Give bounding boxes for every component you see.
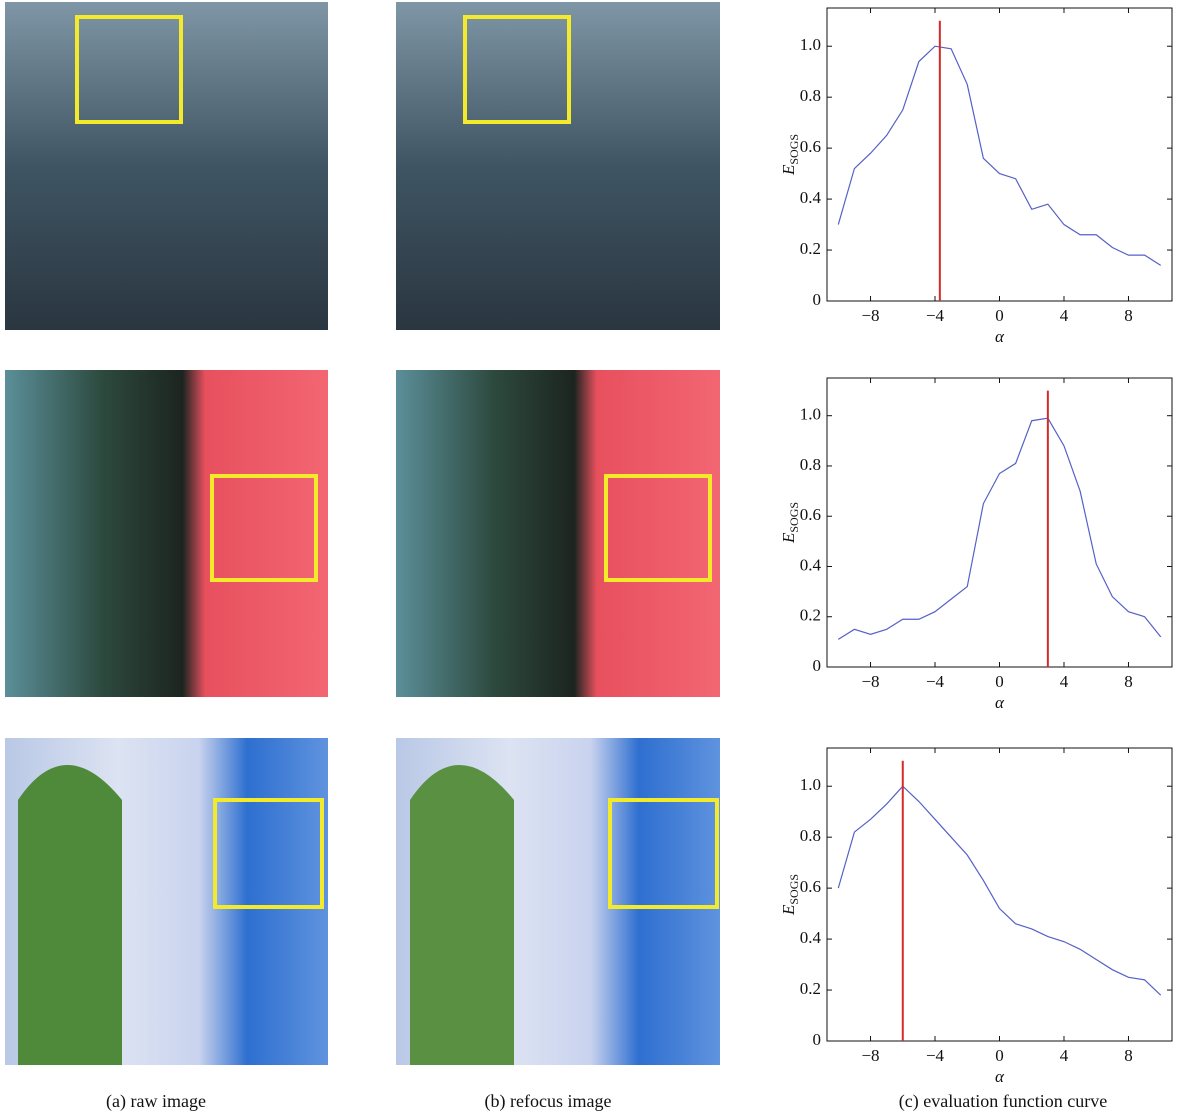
- x-axis-label: α: [995, 327, 1005, 346]
- y-tick-label: 0.6: [800, 877, 821, 896]
- caption: (c) evaluation function curve: [899, 1091, 1107, 1112]
- y-tick-label: 0.4: [800, 928, 822, 947]
- y-tick-label: 0.8: [800, 455, 821, 474]
- y-axis-label-sub: SOGS: [787, 874, 801, 905]
- x-tick-label: −8: [861, 306, 879, 325]
- y-axis-label: ESOGS: [779, 502, 801, 544]
- raw-image-row-1: [5, 2, 328, 330]
- y-tick-label: 0.6: [800, 137, 821, 156]
- y-axis-label-main: E: [779, 532, 798, 544]
- y-tick-label: 0.4: [800, 555, 822, 574]
- caption: (b) refocus image: [485, 1091, 612, 1112]
- y-tick-label: 0.2: [800, 606, 821, 625]
- y-tick-label: 1.0: [800, 405, 821, 424]
- x-tick-label: 0: [995, 306, 1004, 325]
- x-tick-label: −4: [926, 672, 945, 691]
- x-tick-label: 0: [995, 1046, 1004, 1065]
- x-tick-label: 8: [1124, 672, 1133, 691]
- y-tick-label: 0.2: [800, 979, 821, 998]
- y-tick-label: 0.6: [800, 505, 821, 524]
- y-tick-label: 1.0: [800, 775, 821, 794]
- refocus-image-row-3: [396, 738, 720, 1065]
- y-tick-label: 1.0: [800, 35, 821, 54]
- x-tick-label: −8: [861, 672, 879, 691]
- x-tick-label: −8: [861, 1046, 879, 1065]
- raw-image-row-2: [5, 370, 328, 697]
- x-tick-label: 4: [1060, 306, 1069, 325]
- x-tick-label: 4: [1060, 672, 1069, 691]
- y-tick-label: 0.4: [800, 188, 822, 207]
- curve: [837, 417, 1162, 640]
- y-axis-label: ESOGS: [779, 874, 801, 916]
- x-tick-label: 8: [1124, 1046, 1133, 1065]
- x-axis-label: α: [995, 693, 1005, 712]
- y-tick-label: 0: [813, 290, 822, 309]
- y-axis-label-main: E: [779, 164, 798, 176]
- y-axis-label: ESOGS: [779, 134, 801, 176]
- curve: [837, 45, 1162, 266]
- x-tick-label: 8: [1124, 306, 1133, 325]
- y-tick-label: 0.8: [800, 826, 821, 845]
- x-tick-label: −4: [926, 1046, 945, 1065]
- x-tick-label: −4: [926, 306, 945, 325]
- y-tick-label: 0.8: [800, 86, 821, 105]
- x-axis-label: α: [995, 1067, 1005, 1086]
- caption: (a) raw image: [106, 1091, 206, 1112]
- y-axis-label-sub: SOGS: [787, 134, 801, 165]
- y-tick-label: 0: [813, 1030, 822, 1049]
- refocus-image-row-2: [396, 370, 720, 697]
- x-tick-label: 4: [1060, 1046, 1069, 1065]
- raw-image-row-3: [5, 738, 328, 1065]
- refocus-image-row-1: [396, 2, 720, 330]
- y-tick-label: 0: [813, 656, 822, 675]
- y-axis-label-sub: SOGS: [787, 502, 801, 533]
- curve: [837, 785, 1162, 996]
- plot-frame: [826, 747, 1173, 1042]
- plot-frame: [826, 377, 1173, 668]
- plot-frame: [826, 7, 1173, 302]
- x-tick-label: 0: [995, 672, 1004, 691]
- y-axis-label-main: E: [779, 904, 798, 916]
- y-tick-label: 0.2: [800, 239, 821, 258]
